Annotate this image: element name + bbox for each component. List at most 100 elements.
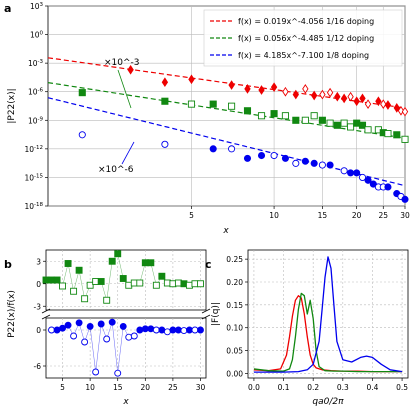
data-point-square [358,121,367,129]
panel-c-plot: 0.0 0.1 0.2 0.3 0.4 0.5 0.00 0.05 0.10 0.15 0.20 0.… [211,249,409,407]
data-point-diamond [228,80,235,90]
panel-c-y-tick-label: 0.10 [226,324,243,333]
panel-label-c: c [205,258,212,271]
data-point-circle [86,322,94,330]
panel-b-x-tick-label: 25 [168,383,178,392]
data-point-circle [130,332,138,340]
data-point-circle [228,145,236,153]
data-point-circle [310,159,318,167]
data-point-diamond [393,103,400,113]
panel-a-x-tick-label: 25 [378,211,388,220]
fit-line-1-12-doping [47,82,406,139]
data-point-square [152,281,160,289]
data-point-square [209,100,217,108]
data-point-circle [92,368,100,376]
data-point-diamond [127,64,134,75]
data-point-diamond [340,93,348,104]
data-point-square [310,112,318,120]
panel-a-x-tick-label: 10 [269,211,279,220]
data-point-square [86,281,94,289]
data-point-square [243,107,252,115]
panel-c-ylabel: |F(q)| [211,302,221,326]
data-point-diamond [364,99,372,109]
panel-a-x-ticks: 5 10 15 20 25 30 [189,206,410,220]
data-point-diamond [326,87,334,98]
data-point-circle [340,167,348,175]
data-point-diamond [244,83,251,94]
data-point-circle [70,332,78,340]
panel-c-x-tick-label: 0.4 [366,383,378,392]
legend-entry-1-8: f(x) = 4.185x^-7.100 1/8 doping [238,51,369,60]
data-point-circle [347,169,355,177]
data-point-square [53,276,61,284]
panel-label-a: a [4,2,11,15]
panel-label-b: b [4,258,12,271]
data-point-diamond [397,105,405,116]
panel-c-curves [253,256,403,373]
data-point-square [78,89,86,97]
data-point-diamond [380,99,387,109]
data-point-square [364,126,372,134]
panel-a-x-tick-label: 5 [189,211,194,220]
panel-a-markers [78,64,409,203]
data-point-circle [358,173,367,181]
data-point-diamond [188,74,195,85]
curve-1-16-doping [253,295,403,373]
data-point-circle [292,159,300,167]
data-point-circle [119,322,127,330]
data-point-circle [75,319,83,327]
data-point-square [340,119,348,127]
panel-a-y-tick-label: 10-9 [28,116,44,125]
panel-b-x-tick-label: 10 [85,383,95,392]
data-point-square [197,280,204,288]
data-point-square [270,110,278,118]
annotation-blue-arrow [121,141,135,165]
data-point-circle [384,183,392,191]
data-point-circle [401,195,409,203]
panel-b-x-tick-label: 20 [141,383,151,392]
data-point-circle [281,154,289,162]
panel-c-x-tick-label: 0.0 [248,383,260,392]
data-point-circle [180,327,188,335]
panel-b-series [42,250,204,377]
data-point-square [333,121,341,129]
data-point-square [158,272,166,280]
panel-a-y-ticks: 103 100 10-3 10-6 10-9 10-12 10-15 10-18 [24,2,48,211]
data-point-square [64,260,72,267]
panel-c-x-tick-label: 0.3 [337,383,349,392]
data-point-circle [64,321,72,329]
data-point-square [326,119,334,127]
panel-a-legend: f(x) = 0.019x^-4.056 1/16 doping f(x) = … [203,9,403,67]
panel-a-y-tick-label: 10-6 [28,88,44,97]
panel-a-y-tick-label: 100 [30,31,44,40]
panel-a-x-tick-label: 30 [400,211,410,220]
panel-b-y-tick-label: -3 [34,302,42,311]
data-point-circle [114,369,122,377]
data-point-square [119,275,127,282]
data-point-circle [174,326,182,334]
annotation-green-arrow [117,69,132,109]
data-point-square [393,131,401,139]
data-point-square [59,282,67,290]
data-point-square [318,116,326,124]
panel-b-y-tick-label: -6 [34,362,42,371]
data-point-circle [243,154,252,162]
data-point-circle [326,161,334,169]
data-point-circle [364,176,372,184]
data-point-square [384,130,392,138]
data-point-square [147,259,155,267]
data-point-diamond [347,91,354,102]
data-point-diamond [353,96,360,107]
data-point-circle [197,326,204,334]
panel-c-y-tick-label: 0.00 [226,369,243,378]
data-point-square [281,112,289,120]
data-point-diamond [292,89,299,100]
data-point-circle [97,320,105,328]
data-point-circle [108,318,116,326]
data-point-square [301,116,309,124]
data-point-circle [81,338,89,346]
panel-c-x-tick-label: 0.5 [396,383,408,392]
legend-entry-1-12: f(x) = 0.056x^-4.485 1/12 doping [238,34,374,43]
data-point-diamond [270,82,278,93]
